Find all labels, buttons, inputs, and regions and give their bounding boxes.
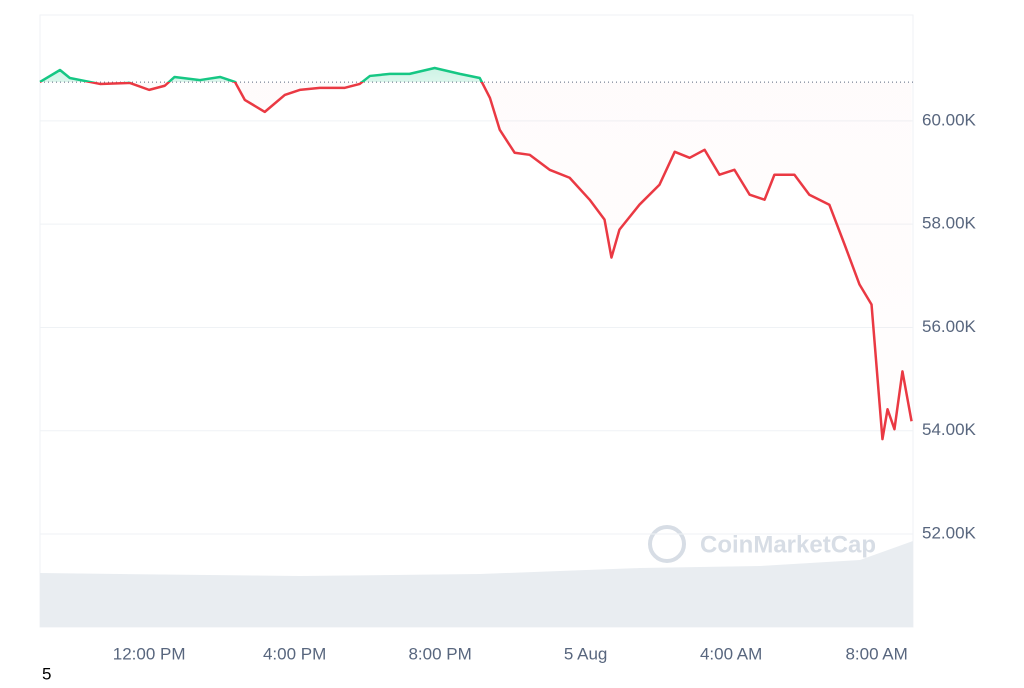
y-tick-label: 52.00K [922, 524, 977, 543]
y-tick-label: 60.00K [922, 110, 977, 129]
y-tick-label: 58.00K [922, 214, 977, 233]
watermark: CoinMarketCap [700, 531, 876, 558]
x-tick-label: 5 Aug [564, 644, 608, 663]
price-line [39, 66, 913, 441]
watermark-logo [648, 525, 686, 563]
x-tick-label: 8:00 PM [408, 644, 471, 663]
x-tick-label: 4:00 PM [263, 644, 326, 663]
x-tick-label: 8:00 AM [845, 644, 907, 663]
y-tick-label: 54.00K [922, 420, 977, 439]
footnote: 5 [42, 664, 51, 683]
x-tick-label: 4:00 AM [700, 644, 762, 663]
volume-band [40, 541, 913, 627]
y-tick-label: 56.00K [922, 317, 977, 336]
x-tick-label: 12:00 PM [113, 644, 186, 663]
price-area [40, 67, 912, 440]
